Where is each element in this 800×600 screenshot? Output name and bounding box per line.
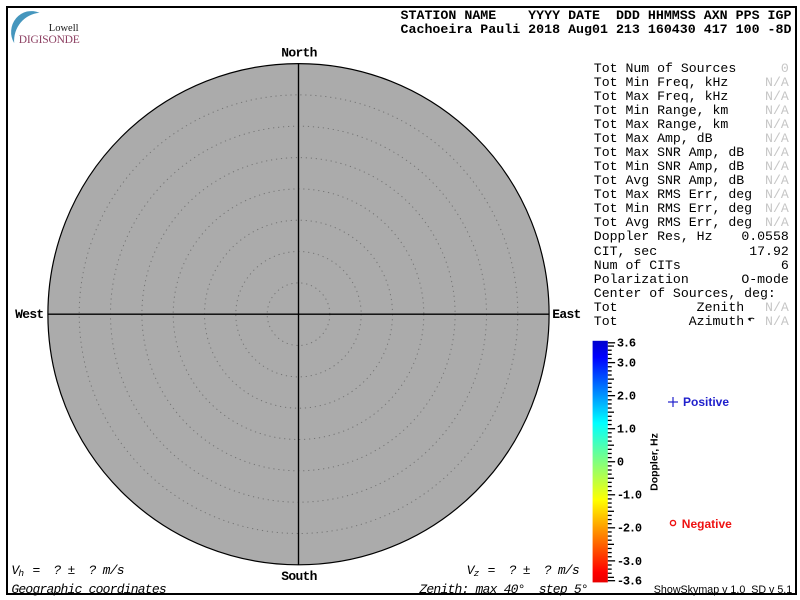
svg-text:DIGISONDE: DIGISONDE [19, 34, 80, 46]
svg-text:Doppler, Hz: Doppler, Hz [649, 433, 661, 491]
svg-text:South: South [281, 569, 317, 584]
svg-text:3.6: 3.6 [617, 337, 636, 351]
svg-text:-3.6: -3.6 [617, 575, 642, 589]
svg-text:North: North [281, 46, 317, 61]
svg-text:2.0: 2.0 [617, 390, 636, 404]
svg-text:West: West [15, 307, 43, 322]
svg-text:3.0: 3.0 [617, 357, 636, 371]
svg-text:1.0: 1.0 [617, 423, 636, 437]
svg-text:0: 0 [617, 456, 624, 470]
svg-text:-3.0: -3.0 [617, 555, 642, 569]
svg-text:-2.0: -2.0 [617, 522, 642, 536]
svg-text:-1.0: -1.0 [617, 489, 642, 503]
svg-text:East: East [552, 307, 580, 322]
svg-text:Lowell: Lowell [49, 23, 79, 34]
